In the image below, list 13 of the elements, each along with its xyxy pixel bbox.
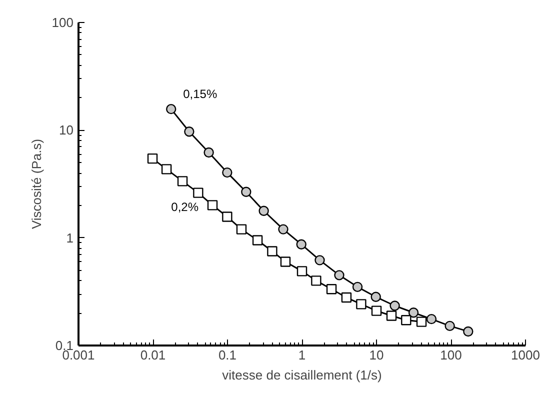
series-label: 0,15% [183,87,218,102]
y-tick-label: 100 [52,15,74,30]
y-tick-label: 1 [66,230,74,246]
x-tick-label: 10 [369,348,384,362]
x-tick-label: 1000 [511,348,540,362]
x-tick-label: 100 [440,348,462,362]
y-axis-title: Viscosité (Pa.s) [28,138,44,230]
x-tick-label: 1 [298,348,306,362]
y-tick-label: 10 [59,122,74,138]
series-label: 0,2% [171,200,199,214]
x-axis-title: vitesse de cisaillement (1/s) [222,368,382,382]
x-tick-label: 0.1 [218,348,237,362]
x-tick-label: 0.01 [140,348,166,362]
